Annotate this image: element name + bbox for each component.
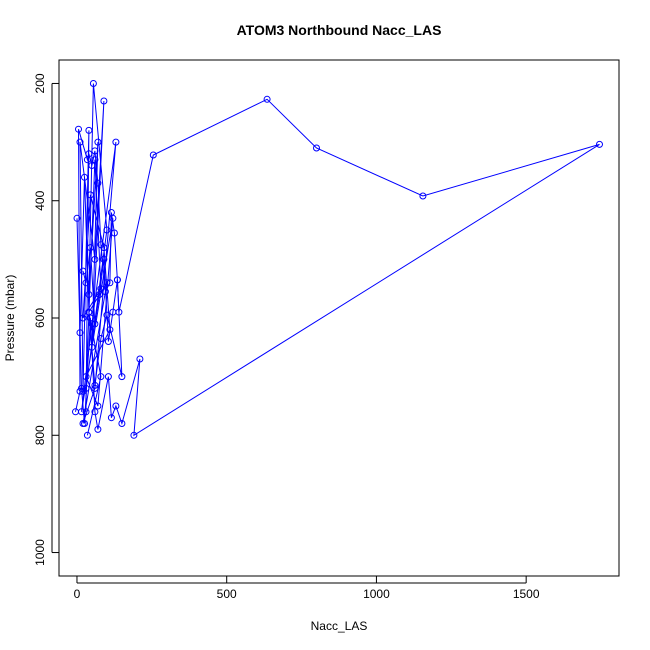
data-point [107, 209, 115, 216]
x-axis: 0 500 1000 1500 [74, 576, 540, 601]
data-point [83, 431, 91, 439]
data-point [72, 408, 79, 416]
y-tick-label: 600 [33, 308, 47, 328]
data-point [97, 335, 105, 342]
data-point [118, 420, 126, 427]
data-point [596, 140, 603, 148]
data-point [86, 191, 94, 199]
data-point [91, 408, 99, 416]
data-point [112, 402, 120, 410]
data-point [94, 179, 102, 187]
data-point [81, 420, 88, 427]
data-point [76, 138, 84, 146]
data-point [85, 126, 93, 134]
x-tick-label: 1000 [363, 587, 390, 601]
data-point [149, 151, 157, 159]
data-point [91, 156, 99, 164]
data-point [313, 144, 320, 152]
y-tick-label: 1000 [33, 539, 47, 566]
data-point [73, 214, 81, 222]
data-point [107, 414, 115, 422]
data-point [85, 308, 93, 316]
data-point [91, 255, 99, 263]
data-point [89, 80, 97, 87]
data-point [81, 173, 88, 181]
data-point [85, 150, 93, 158]
data-point [109, 308, 117, 316]
data-point [94, 138, 102, 146]
data-point [78, 384, 85, 392]
data-point [100, 97, 108, 105]
x-tick-label: 0 [74, 587, 81, 601]
data-point [91, 381, 99, 389]
data-point [76, 329, 84, 337]
plot-area [72, 80, 603, 439]
data-point [94, 425, 102, 433]
data-point [82, 373, 90, 381]
series-line [75, 98, 600, 437]
series-line [79, 177, 123, 386]
data-point [104, 338, 112, 345]
data-point [88, 162, 96, 169]
data-point [79, 267, 87, 275]
data-point [106, 279, 114, 287]
data-point [75, 125, 82, 133]
data-point [136, 355, 144, 363]
data-point [91, 147, 99, 155]
data-point [100, 255, 108, 263]
x-tick-label: 500 [217, 587, 237, 601]
data-point [110, 229, 118, 237]
plot-frame [58, 59, 620, 577]
x-tick-label: 1500 [513, 587, 540, 601]
data-point [130, 431, 138, 439]
y-axis: 200 400 600 800 1000 [33, 73, 59, 566]
y-tick-label: 400 [33, 190, 47, 210]
data-point [82, 279, 90, 287]
data-point [263, 95, 271, 103]
x-axis-label: Nacc_LAS [311, 619, 368, 633]
data-point [86, 244, 94, 252]
y-tick-label: 800 [33, 425, 47, 445]
data-point [91, 320, 99, 328]
data-point [118, 373, 126, 381]
data-point [103, 226, 111, 234]
data-point [419, 192, 427, 200]
y-axis-label: Pressure (mbar) [3, 275, 17, 362]
chart-title: ATOM3 Northbound Nacc_LAS [237, 22, 442, 38]
data-point [97, 241, 105, 249]
data-point [113, 276, 121, 284]
y-tick-label: 200 [33, 73, 47, 93]
data-point [112, 138, 120, 146]
data-point [104, 373, 112, 381]
data-point [97, 373, 105, 381]
data-point [95, 291, 103, 298]
data-point [103, 311, 111, 319]
